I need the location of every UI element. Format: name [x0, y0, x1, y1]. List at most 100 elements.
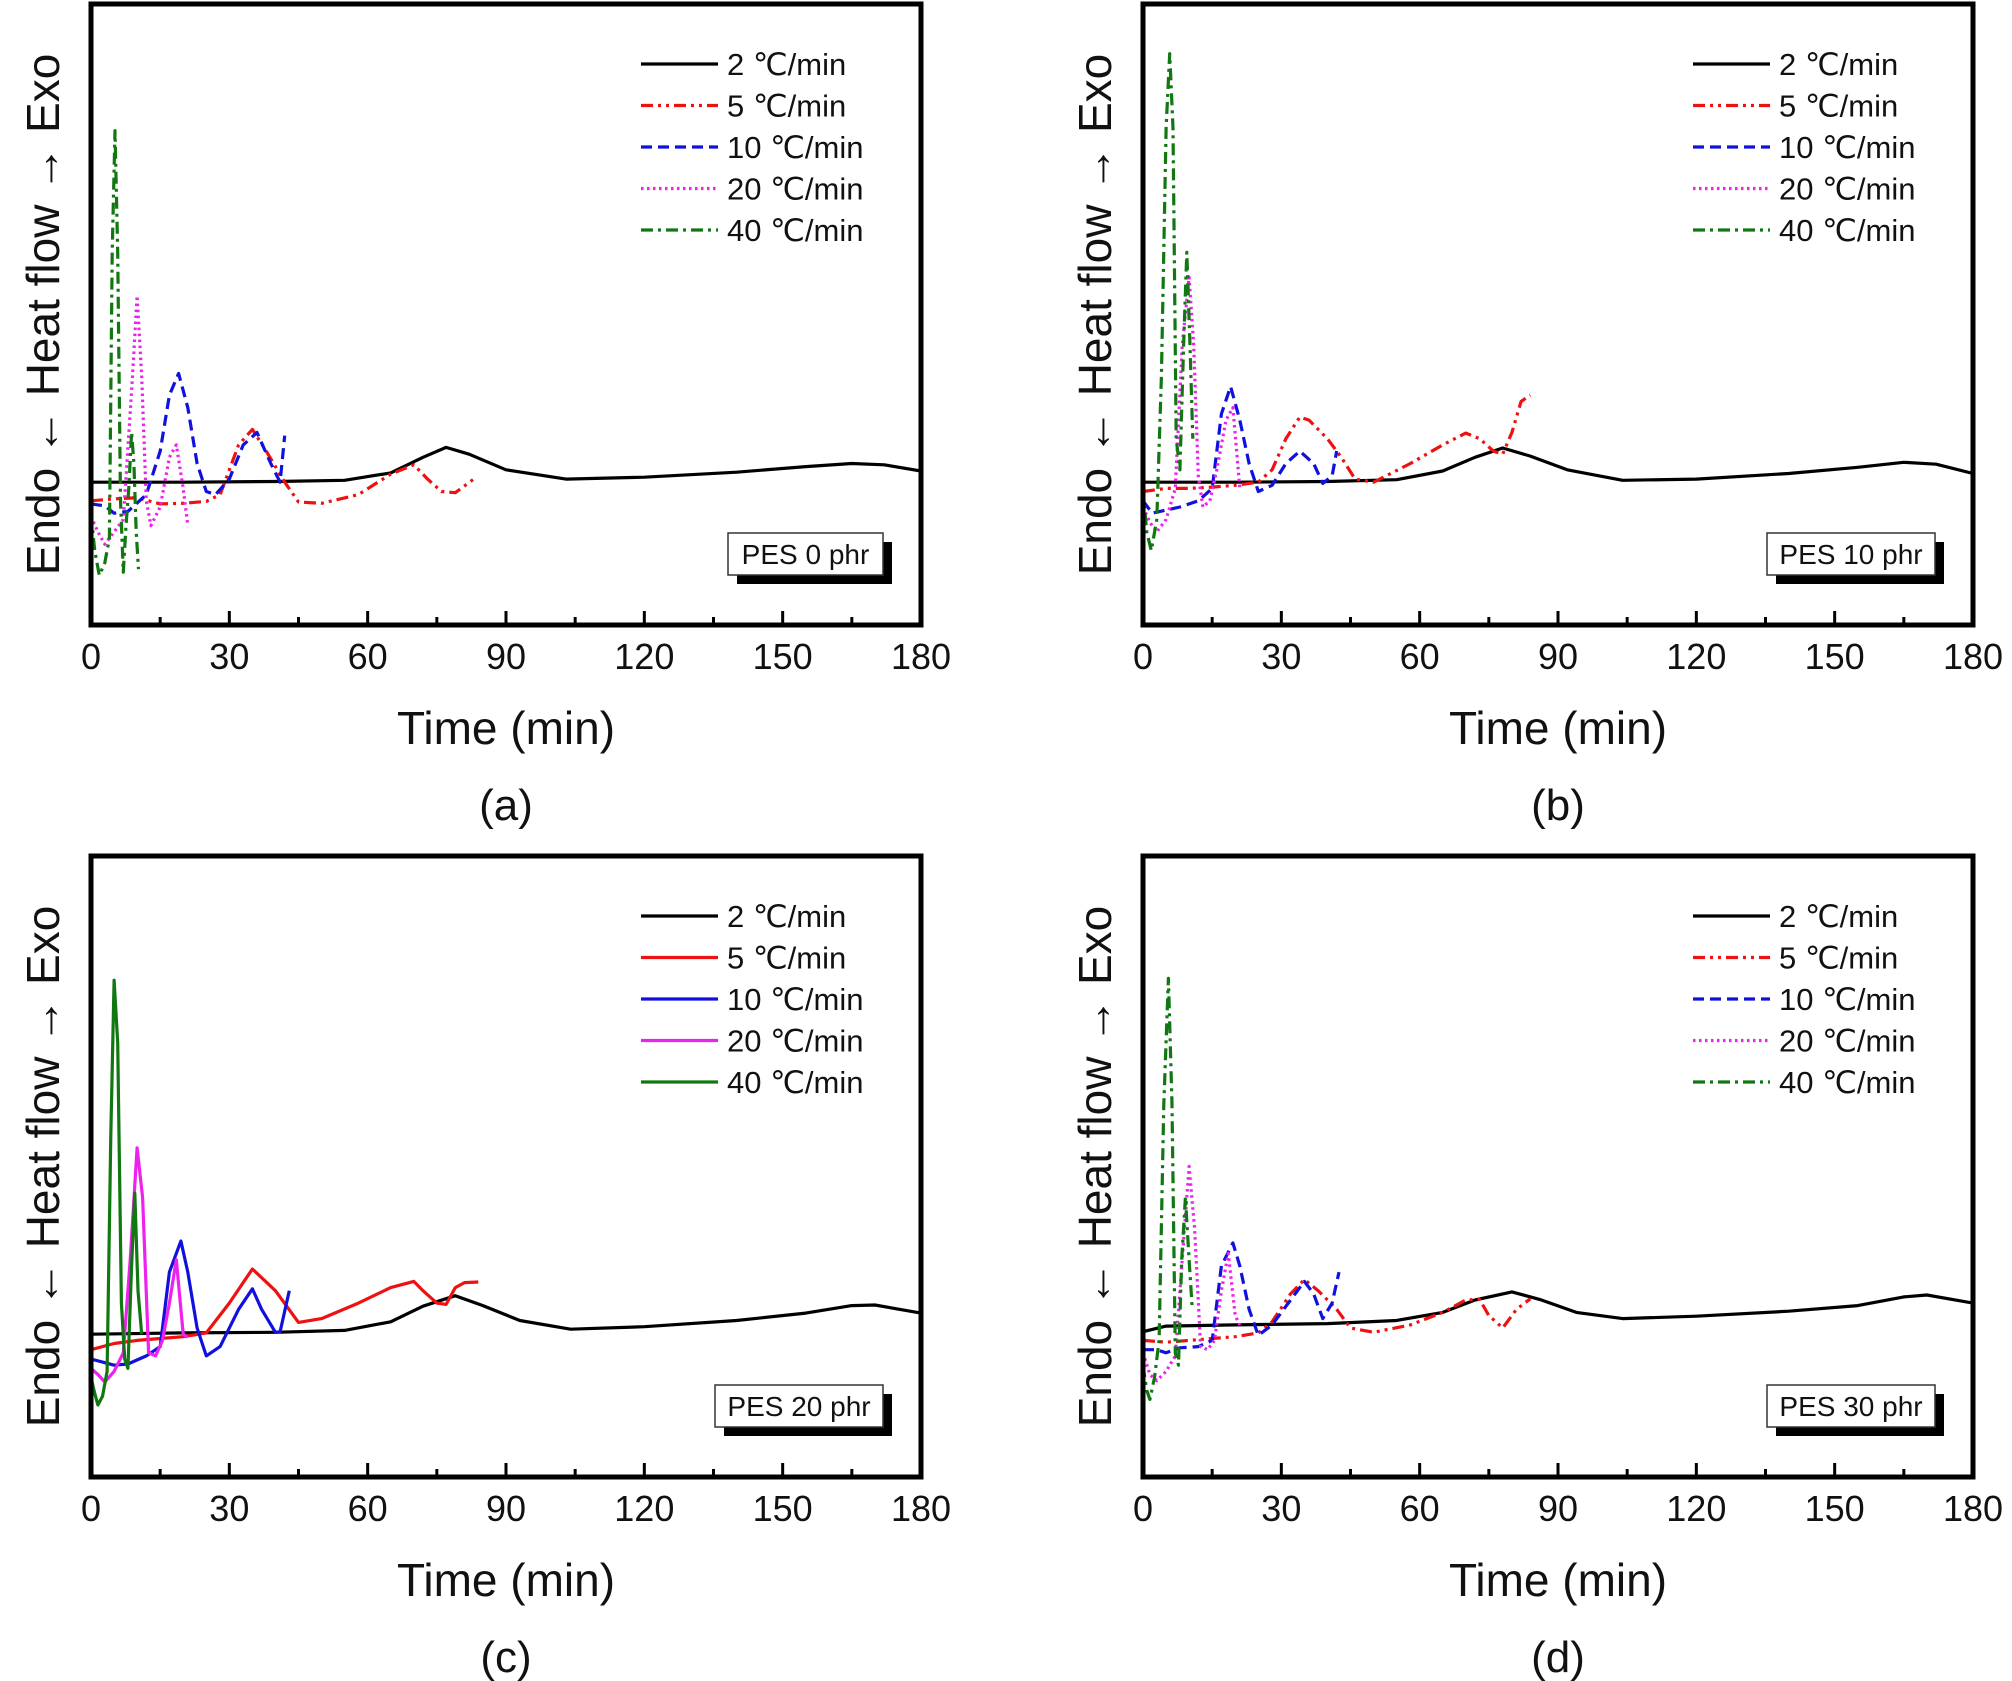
sample-label-box: PES 0 phr	[727, 532, 892, 584]
legend-label-3: 20 ℃/min	[1779, 172, 1915, 207]
series-line-1	[91, 427, 475, 506]
legend-label-4: 40 ℃/min	[727, 213, 863, 248]
legend-label-0: 2 ℃/min	[727, 47, 846, 82]
legend-label-1: 5 ℃/min	[1779, 941, 1898, 976]
x-tick-label: 30	[209, 1488, 249, 1529]
sample-label-text: PES 10 phr	[1779, 539, 1922, 570]
x-tick-label: 30	[1261, 1488, 1301, 1529]
x-tick-label: 120	[614, 1488, 674, 1529]
panel-c: 0 30 60 90 120 150 180 Time (min) Endo ← Heat fl…	[17, 853, 951, 1681]
series-line-0	[91, 445, 921, 484]
x-tick-label: 90	[1538, 636, 1578, 677]
x-axis-title: Time (min)	[397, 702, 615, 754]
legend: 2 ℃/min 5 ℃/min 10 ℃/min 20 ℃/min 40 ℃/min	[641, 899, 863, 1100]
sample-label-frame	[1766, 1384, 1936, 1428]
legend-label-1: 5 ℃/min	[727, 89, 846, 124]
panel-label: (b)	[1531, 781, 1585, 830]
x-tick-label: 60	[1400, 636, 1440, 677]
x-tick-label: 150	[1805, 1488, 1865, 1529]
series-group	[1143, 52, 1973, 553]
series-line-1	[1143, 1277, 1532, 1344]
x-tick-label: 0	[81, 1488, 101, 1529]
sample-label-box: PES 10 phr	[1766, 532, 1944, 584]
x-tick-label: 30	[209, 636, 249, 677]
series-line-1	[1143, 393, 1532, 494]
sample-label-box: PES 30 phr	[1766, 1384, 1944, 1436]
legend-label-3: 20 ℃/min	[727, 172, 863, 207]
legend-label-2: 10 ℃/min	[1779, 130, 1915, 165]
legend-label-2: 10 ℃/min	[727, 130, 863, 165]
legend-label-3: 20 ℃/min	[727, 1024, 863, 1059]
series-group	[91, 978, 921, 1407]
panel-d: 0 30 60 90 120 150 180 Time (min) Endo ← Heat fl…	[1069, 853, 2003, 1681]
legend-label-4: 40 ℃/min	[1779, 213, 1915, 248]
legend-label-0: 2 ℃/min	[1779, 47, 1898, 82]
series-line-4	[1143, 976, 1194, 1402]
x-tick-label: 180	[891, 1488, 951, 1529]
x-tick-label: 60	[348, 1488, 388, 1529]
x-tick-label: 180	[1943, 636, 2003, 677]
series-line-2	[91, 371, 287, 515]
legend-label-1: 5 ℃/min	[727, 941, 846, 976]
panel-label: (c)	[480, 1633, 531, 1681]
series-group	[91, 129, 921, 577]
legend-label-3: 20 ℃/min	[1779, 1024, 1915, 1059]
x-tick-label: 0	[1133, 1488, 1153, 1529]
panel-label: (a)	[479, 781, 533, 830]
sample-label-box: PES 20 phr	[714, 1384, 892, 1436]
sample-label-frame	[1766, 532, 1936, 576]
x-tick-label: 120	[1666, 1488, 1726, 1529]
legend-label-4: 40 ℃/min	[727, 1065, 863, 1100]
sample-label-text: PES 30 phr	[1779, 1391, 1922, 1422]
y-axis-title: Endo ← Heat flow → Exo	[17, 54, 69, 576]
x-tick-label: 150	[1805, 636, 1865, 677]
series-line-0	[1143, 446, 1973, 484]
legend-label-2: 10 ℃/min	[727, 982, 863, 1017]
legend-label-0: 2 ℃/min	[1779, 899, 1898, 934]
x-axis-title: Time (min)	[397, 1554, 615, 1606]
x-tick-label: 120	[614, 636, 674, 677]
y-axis-title: Endo ← Heat flow → Exo	[1069, 54, 1121, 576]
y-axis-title: Endo ← Heat flow → Exo	[1069, 906, 1121, 1428]
x-axis-title: Time (min)	[1449, 702, 1667, 754]
legend: 2 ℃/min 5 ℃/min 10 ℃/min 20 ℃/min 40 ℃/min	[641, 47, 863, 248]
series-line-4	[91, 978, 144, 1407]
legend: 2 ℃/min 5 ℃/min 10 ℃/min 20 ℃/min 40 ℃/min	[1693, 899, 1915, 1100]
y-axis-title: Endo ← Heat flow → Exo	[17, 906, 69, 1428]
legend-label-2: 10 ℃/min	[1779, 982, 1915, 1017]
sample-label-frame	[727, 532, 884, 576]
sample-label-text: PES 0 phr	[742, 539, 870, 570]
x-tick-label: 30	[1261, 636, 1301, 677]
x-tick-label: 0	[81, 636, 101, 677]
series-line-4	[1143, 52, 1195, 553]
x-tick-label: 180	[891, 636, 951, 677]
x-tick-label: 60	[348, 636, 388, 677]
panel-a: 0 30 60 90 120 150 180 Time (min) Endo ← Heat fl…	[17, 1, 951, 830]
legend: 2 ℃/min 5 ℃/min 10 ℃/min 20 ℃/min 40 ℃/min	[1693, 47, 1915, 248]
series-line-3	[1143, 1164, 1242, 1383]
legend-label-1: 5 ℃/min	[1779, 89, 1898, 124]
x-axis-title: Time (min)	[1449, 1554, 1667, 1606]
series-line-2	[1143, 384, 1339, 515]
legend-label-4: 40 ℃/min	[1779, 1065, 1915, 1100]
legend-label-0: 2 ℃/min	[727, 899, 846, 934]
x-tick-label: 90	[486, 636, 526, 677]
x-tick-label: 180	[1943, 1488, 2003, 1529]
x-tick-label: 0	[1133, 636, 1153, 677]
x-tick-label: 150	[753, 636, 813, 677]
x-tick-label: 60	[1400, 1488, 1440, 1529]
sample-label-frame	[714, 1384, 884, 1428]
series-group	[1143, 976, 1973, 1402]
series-line-3	[1143, 275, 1242, 534]
series-line-3	[91, 1146, 189, 1384]
series-line-4	[91, 129, 141, 577]
series-line-0	[91, 1294, 921, 1336]
series-line-0	[1143, 1290, 1973, 1334]
panel-label: (d)	[1531, 1633, 1585, 1681]
x-tick-label: 90	[486, 1488, 526, 1529]
x-tick-label: 150	[753, 1488, 813, 1529]
x-tick-label: 90	[1538, 1488, 1578, 1529]
series-line-3	[91, 294, 190, 546]
series-line-2	[1143, 1241, 1341, 1355]
